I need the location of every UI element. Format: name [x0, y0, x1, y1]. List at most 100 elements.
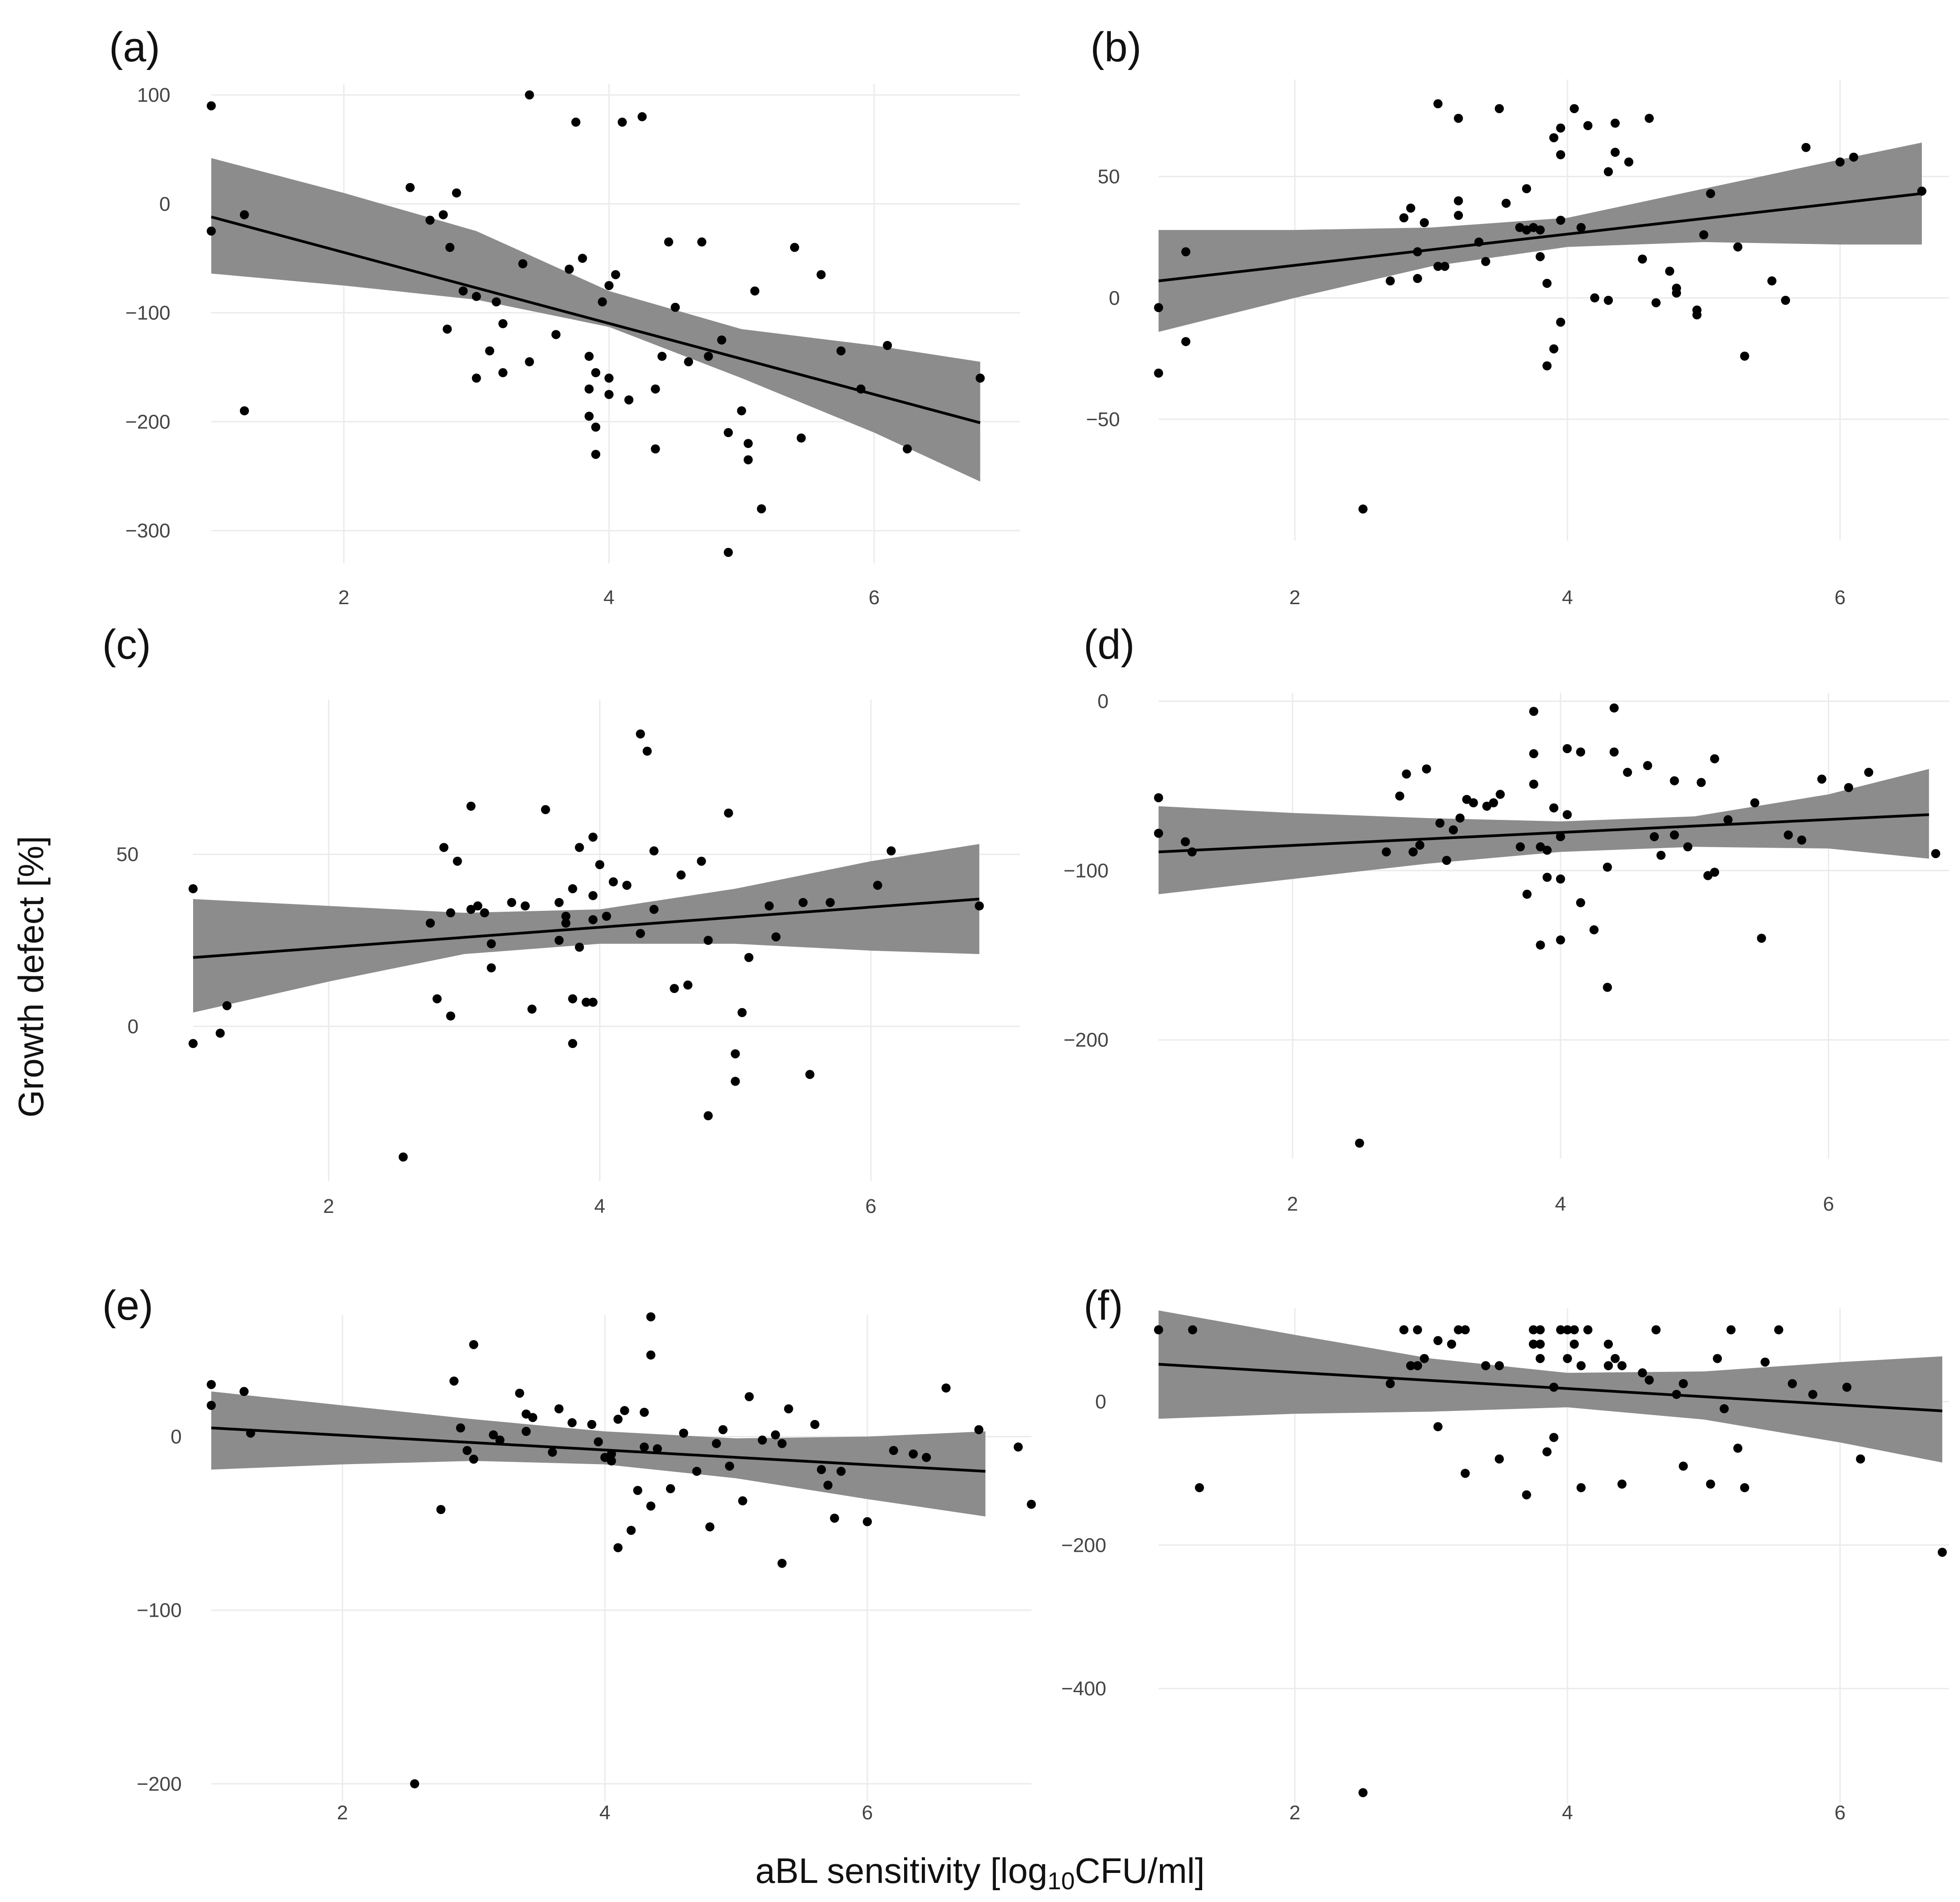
data-point [664, 237, 673, 247]
data-point [1720, 1404, 1729, 1414]
data-point [1454, 196, 1463, 206]
data-point [438, 210, 448, 219]
data-point [1406, 1361, 1415, 1371]
data-point [1817, 775, 1826, 784]
data-point [684, 357, 693, 367]
data-point [593, 1437, 603, 1446]
data-point [588, 915, 598, 924]
data-point [1358, 1788, 1368, 1798]
panel-c: 2 4 6 50 0 (c) [102, 621, 1020, 1217]
data-point [696, 856, 706, 866]
panel-label: (e) [102, 1282, 153, 1329]
panel-d: 2 4 6 0 −100 −200 (d) [1064, 621, 1949, 1215]
data-point [498, 319, 507, 328]
data-point [1522, 1490, 1531, 1500]
data-point [738, 1496, 747, 1505]
data-point [646, 1501, 656, 1511]
data-point [1556, 318, 1565, 327]
data-point [1549, 133, 1558, 143]
data-point [1726, 1325, 1736, 1335]
panel-a: 2 4 6 100 0 −100 −200 −300 (a) [109, 24, 1020, 609]
data-point [1461, 1469, 1470, 1478]
data-point [640, 1442, 649, 1452]
data-point [1556, 832, 1565, 841]
data-point [1576, 747, 1585, 757]
y-tick-label: −400 [1061, 1678, 1106, 1700]
data-point [646, 1350, 656, 1360]
data-point [1696, 778, 1706, 787]
data-point [1692, 305, 1701, 315]
data-point [1536, 1339, 1545, 1349]
y-tick-label: 0 [159, 193, 170, 215]
data-point [1650, 832, 1659, 841]
data-point [215, 1028, 225, 1038]
data-point [1516, 842, 1525, 852]
data-point [1665, 267, 1674, 276]
data-point [902, 444, 912, 454]
data-point [554, 898, 564, 907]
data-point [584, 384, 594, 394]
data-point [886, 846, 896, 856]
data-point [582, 998, 591, 1007]
data-point [620, 1406, 629, 1415]
data-point [750, 286, 760, 296]
data-point [642, 746, 652, 756]
data-point [765, 901, 774, 911]
data-point [1522, 184, 1531, 194]
data-point [836, 1466, 846, 1476]
data-point [1496, 790, 1505, 799]
data-point [207, 1400, 216, 1410]
data-point [1710, 868, 1719, 877]
data-point [584, 412, 594, 421]
data-point [1489, 798, 1498, 808]
data-point [443, 324, 452, 334]
data-point [480, 908, 489, 918]
regression-line [211, 1426, 986, 1473]
y-axis-title: Growth defect [%] [11, 836, 51, 1117]
data-point [777, 1559, 787, 1568]
data-point [1856, 1454, 1865, 1464]
data-point [941, 1383, 951, 1393]
data-point [607, 1449, 616, 1459]
data-point [743, 439, 753, 448]
data-point [588, 891, 598, 900]
panels: 2 4 6 100 0 −100 −200 −300 (a) 2 4 6 50 0 −50 (b) 2 4 6 50 0… [102, 24, 1949, 1824]
data-point [1408, 847, 1418, 857]
data-point [525, 90, 534, 99]
data-point [1604, 1339, 1613, 1349]
panel-e: 2 4 6 0 −100 −200 (e) [102, 1282, 1036, 1824]
x-tick-label: 6 [1823, 1193, 1834, 1215]
data-point [683, 980, 693, 990]
data-point [1556, 874, 1565, 884]
data-point [554, 1404, 564, 1414]
data-point [1415, 840, 1425, 850]
data-point [646, 1312, 656, 1321]
y-tick-label: −100 [1064, 859, 1109, 882]
data-point [518, 259, 527, 268]
data-point [222, 1001, 232, 1010]
panel-label: (b) [1090, 24, 1141, 70]
data-point [1609, 747, 1619, 757]
data-point [1413, 1361, 1422, 1371]
data-point [830, 1514, 839, 1523]
data-point [405, 183, 415, 192]
data-point [1181, 247, 1190, 257]
data-point [1563, 1325, 1572, 1335]
data-point [1549, 344, 1558, 353]
data-point [466, 904, 476, 914]
data-point [498, 368, 507, 377]
data-point [1638, 254, 1647, 264]
data-point [1529, 749, 1538, 759]
data-point [1556, 1325, 1565, 1335]
data-point [703, 936, 713, 945]
data-point [1420, 1354, 1429, 1363]
data-point [1542, 1447, 1552, 1456]
data-point [1864, 768, 1874, 777]
data-point [1462, 795, 1472, 804]
data-point [239, 406, 249, 416]
data-point [743, 455, 753, 465]
data-point [1656, 850, 1666, 860]
data-point [636, 729, 645, 739]
data-point [856, 384, 866, 394]
data-point [1536, 940, 1545, 950]
